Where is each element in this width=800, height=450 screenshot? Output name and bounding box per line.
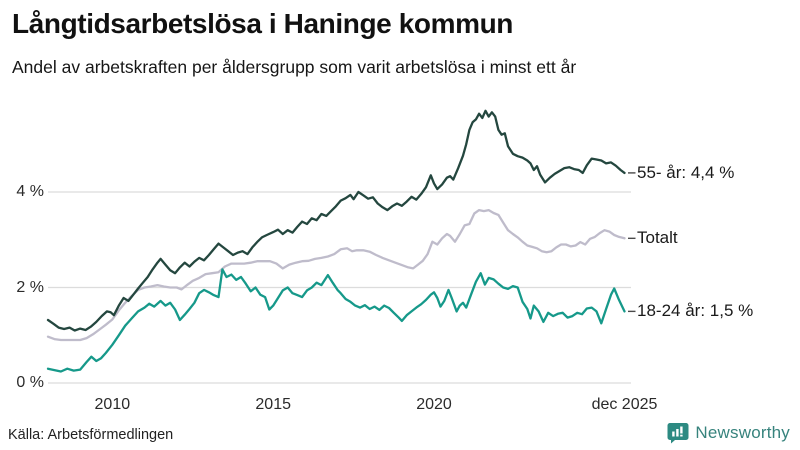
newsworthy-logo[interactable]: Newsworthy: [667, 422, 790, 444]
x-axis-tick-label: dec 2025: [591, 396, 658, 413]
x-axis-tick-label: 2020: [416, 396, 452, 413]
source-note: Källa: Arbetsförmedlingen: [8, 427, 174, 443]
series-end-label-Totalt: Totalt: [637, 228, 678, 248]
newsworthy-bubble-icon: [667, 423, 689, 444]
page-title: Långtidsarbetslösa i Haninge kommun: [12, 8, 513, 39]
page-subtitle: Andel av arbetskraften per åldersgrupp s…: [12, 57, 577, 77]
series-line-Totalt: [46, 208, 626, 342]
series-line-18-24 år: [46, 268, 626, 373]
series-line-55- år: [46, 109, 626, 332]
x-axis-tick-label: 2010: [94, 396, 131, 413]
y-axis-tick-label: 2 %: [16, 278, 44, 296]
y-axis-tick-label: 4 %: [16, 183, 44, 200]
x-axis-tick-label: 2015: [255, 396, 291, 413]
series-end-label-55- år: 55- år: 4,4 %: [637, 162, 735, 182]
y-axis-tick-label: 0 %: [16, 374, 44, 391]
series-end-label-18-24 år: 18-24 år: 1,5 %: [637, 301, 754, 321]
newsworthy-wordmark: Newsworthy: [695, 423, 790, 442]
